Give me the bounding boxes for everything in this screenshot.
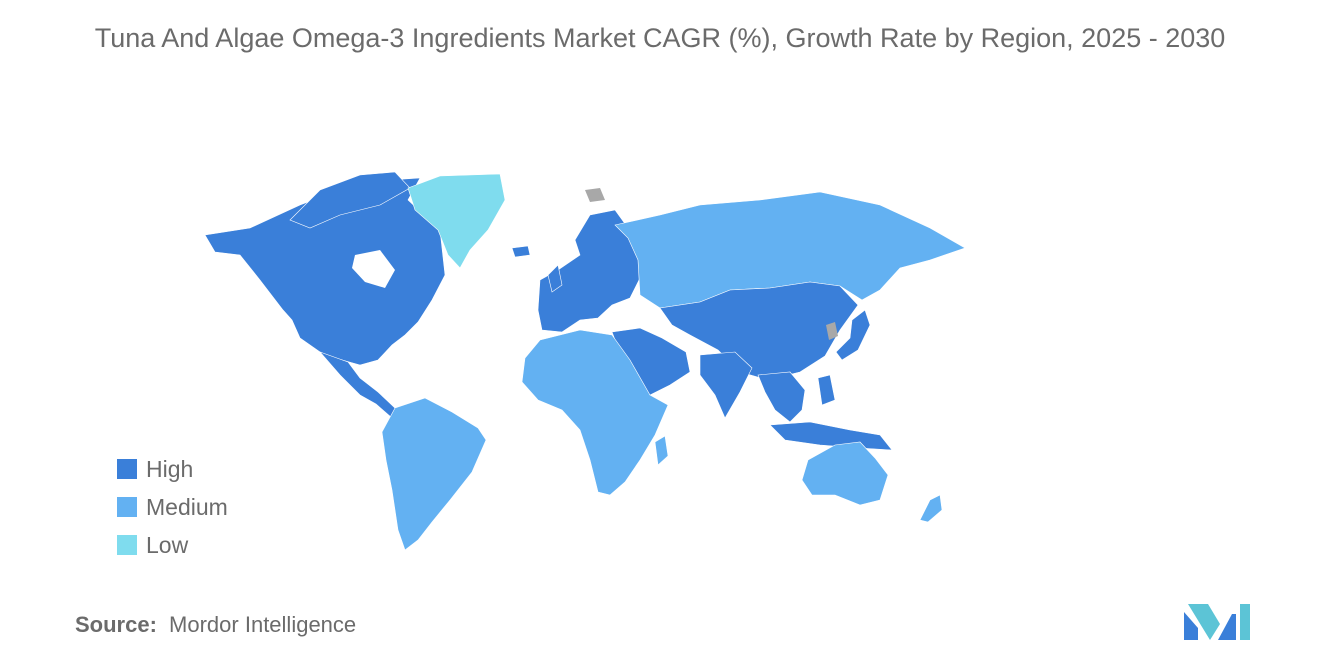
legend-label-high: High <box>146 455 194 482</box>
region-uk <box>547 264 563 293</box>
world-map <box>204 171 966 551</box>
region-russia <box>614 191 966 309</box>
region-iceland <box>511 245 531 258</box>
legend: High Medium Low <box>117 450 228 564</box>
region-philippines <box>817 374 836 406</box>
hudson-bay <box>352 250 395 288</box>
legend-item-high: High <box>117 450 228 488</box>
region-africa <box>521 329 669 496</box>
legend-swatch-high <box>117 459 137 479</box>
region-greenland <box>407 173 506 269</box>
region-central-east-asia <box>659 281 859 381</box>
source-label: Source: <box>75 612 157 637</box>
source-line: Source: Mordor Intelligence <box>75 612 356 638</box>
source-value: Mordor Intelligence <box>169 612 357 637</box>
legend-item-medium: Medium <box>117 488 228 526</box>
region-japan <box>835 309 871 361</box>
region-australia <box>801 441 889 506</box>
region-southeast-asia <box>757 371 806 423</box>
legend-swatch-medium <box>117 497 137 517</box>
region-india <box>699 351 753 419</box>
chart-title: Tuna And Algae Omega-3 Ingredients Marke… <box>94 23 1226 53</box>
region-indonesia <box>769 421 893 451</box>
legend-label-medium: Medium <box>146 493 228 520</box>
legend-swatch-low <box>117 535 137 555</box>
region-korea-no-data <box>826 322 838 340</box>
region-madagascar <box>654 435 669 466</box>
region-new-zealand <box>919 494 943 523</box>
legend-item-low: Low <box>117 526 228 564</box>
region-south-america <box>381 397 487 551</box>
brand-logo <box>1184 604 1250 640</box>
legend-label-low: Low <box>146 531 189 558</box>
region-svalbard-no-data <box>585 188 605 202</box>
